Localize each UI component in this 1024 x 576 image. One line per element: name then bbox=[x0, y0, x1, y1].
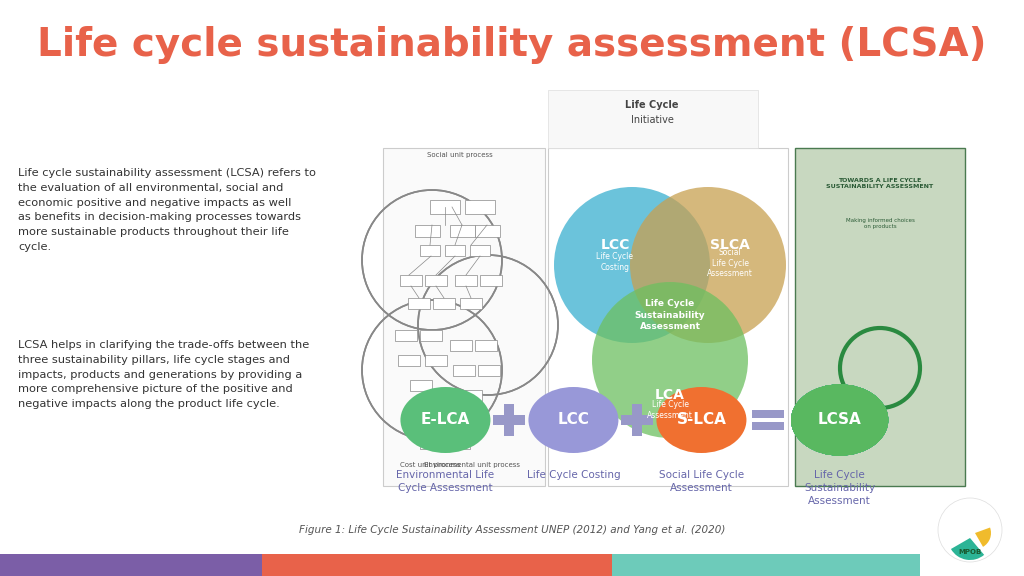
Bar bbox=[395, 330, 417, 341]
Ellipse shape bbox=[792, 384, 888, 456]
Bar bbox=[795, 148, 965, 486]
Ellipse shape bbox=[792, 384, 888, 456]
Text: Social Life Cycle
Assessment: Social Life Cycle Assessment bbox=[658, 470, 744, 493]
Text: Life cycle sustainability assessment (LCSA): Life cycle sustainability assessment (LC… bbox=[37, 26, 987, 64]
Bar bbox=[752, 410, 784, 418]
Bar bbox=[430, 200, 460, 214]
Circle shape bbox=[630, 187, 786, 343]
Bar bbox=[548, 148, 788, 486]
Circle shape bbox=[592, 282, 748, 438]
Ellipse shape bbox=[792, 384, 888, 456]
Ellipse shape bbox=[656, 387, 746, 453]
Wedge shape bbox=[975, 528, 991, 547]
Bar bbox=[460, 415, 482, 426]
Ellipse shape bbox=[792, 384, 888, 456]
Circle shape bbox=[554, 187, 710, 343]
Bar bbox=[465, 200, 495, 214]
Text: Making informed choices
on products: Making informed choices on products bbox=[846, 218, 914, 229]
Text: Life Cycle
Costing: Life Cycle Costing bbox=[597, 252, 634, 272]
Text: Life Cycle
Assessment: Life Cycle Assessment bbox=[647, 400, 693, 420]
Bar bbox=[0, 554, 262, 576]
Bar bbox=[453, 365, 475, 376]
Ellipse shape bbox=[792, 384, 888, 456]
Text: LCC: LCC bbox=[600, 238, 630, 252]
Text: Environmental unit process: Environmental unit process bbox=[424, 462, 520, 468]
Ellipse shape bbox=[792, 384, 888, 456]
Bar bbox=[611, 554, 920, 576]
Bar bbox=[425, 275, 447, 286]
Ellipse shape bbox=[792, 384, 888, 456]
Bar bbox=[480, 275, 502, 286]
Bar bbox=[460, 390, 482, 401]
Text: Life Cycle
Sustainability
Assessment: Life Cycle Sustainability Assessment bbox=[804, 470, 876, 506]
Ellipse shape bbox=[792, 384, 888, 456]
Text: Social
Life Cycle
Assessment: Social Life Cycle Assessment bbox=[707, 248, 753, 278]
Bar bbox=[504, 404, 514, 436]
Bar bbox=[548, 90, 758, 148]
Bar bbox=[455, 275, 477, 286]
Bar bbox=[425, 355, 447, 366]
Text: S-LCA: S-LCA bbox=[677, 412, 726, 427]
Ellipse shape bbox=[792, 384, 888, 456]
Text: Life Cycle: Life Cycle bbox=[626, 100, 679, 110]
Bar bbox=[493, 415, 525, 425]
Ellipse shape bbox=[792, 384, 888, 456]
Bar bbox=[475, 340, 497, 351]
Bar bbox=[408, 298, 430, 309]
Ellipse shape bbox=[792, 384, 888, 456]
Text: LCA: LCA bbox=[655, 388, 685, 402]
Text: Life Cycle
Sustainability
Assessment: Life Cycle Sustainability Assessment bbox=[635, 300, 706, 331]
Bar bbox=[445, 245, 465, 256]
Text: LCSA: LCSA bbox=[818, 412, 861, 427]
Ellipse shape bbox=[792, 384, 888, 456]
Text: LCSA helps in clarifying the trade-offs between the
three sustainability pillars: LCSA helps in clarifying the trade-offs … bbox=[18, 340, 309, 409]
Text: SLCA: SLCA bbox=[710, 238, 750, 252]
Text: Life cycle sustainability assessment (LCSA) refers to
the evaluation of all envi: Life cycle sustainability assessment (LC… bbox=[18, 168, 316, 252]
Text: Initiative: Initiative bbox=[631, 115, 674, 125]
Bar bbox=[752, 422, 784, 430]
Bar bbox=[433, 298, 455, 309]
Text: Figure 1: Life Cycle Sustainability Assessment UNEP (2012) and Yang et al. (2020: Figure 1: Life Cycle Sustainability Asse… bbox=[299, 525, 725, 535]
Text: LCC: LCC bbox=[557, 412, 590, 427]
Bar bbox=[450, 340, 472, 351]
Text: MPOB: MPOB bbox=[958, 549, 982, 555]
Bar bbox=[420, 438, 442, 449]
Bar bbox=[478, 365, 500, 376]
Ellipse shape bbox=[792, 384, 888, 456]
Bar bbox=[383, 148, 545, 486]
Ellipse shape bbox=[792, 384, 888, 456]
Bar bbox=[415, 225, 440, 237]
Bar bbox=[621, 415, 653, 425]
Bar bbox=[449, 438, 470, 449]
Bar bbox=[420, 245, 440, 256]
Bar bbox=[400, 275, 422, 286]
Ellipse shape bbox=[792, 384, 888, 456]
Text: Social unit process: Social unit process bbox=[427, 152, 493, 158]
Text: E-LCA: E-LCA bbox=[421, 412, 470, 427]
Bar bbox=[410, 380, 432, 391]
Ellipse shape bbox=[792, 384, 888, 456]
Bar bbox=[398, 355, 420, 366]
Ellipse shape bbox=[528, 387, 618, 453]
Ellipse shape bbox=[792, 384, 888, 456]
Bar bbox=[450, 225, 475, 237]
Text: Life Cycle Costing: Life Cycle Costing bbox=[526, 470, 621, 480]
Text: Cost unit process: Cost unit process bbox=[400, 462, 461, 468]
Bar bbox=[470, 245, 490, 256]
Bar bbox=[262, 554, 611, 576]
Bar bbox=[475, 225, 500, 237]
Text: Environmental Life
Cycle Assessment: Environmental Life Cycle Assessment bbox=[396, 470, 495, 493]
Ellipse shape bbox=[792, 384, 888, 456]
Wedge shape bbox=[951, 538, 984, 560]
Ellipse shape bbox=[400, 387, 490, 453]
Ellipse shape bbox=[792, 384, 888, 456]
Bar bbox=[632, 404, 642, 436]
Bar bbox=[435, 415, 457, 426]
Circle shape bbox=[938, 498, 1002, 562]
Bar bbox=[460, 298, 482, 309]
Text: TOWARDS A LIFE CYCLE
SUSTAINABILITY ASSESSMENT: TOWARDS A LIFE CYCLE SUSTAINABILITY ASSE… bbox=[826, 178, 934, 189]
Bar bbox=[408, 415, 430, 426]
Ellipse shape bbox=[792, 384, 888, 456]
Bar bbox=[420, 330, 442, 341]
